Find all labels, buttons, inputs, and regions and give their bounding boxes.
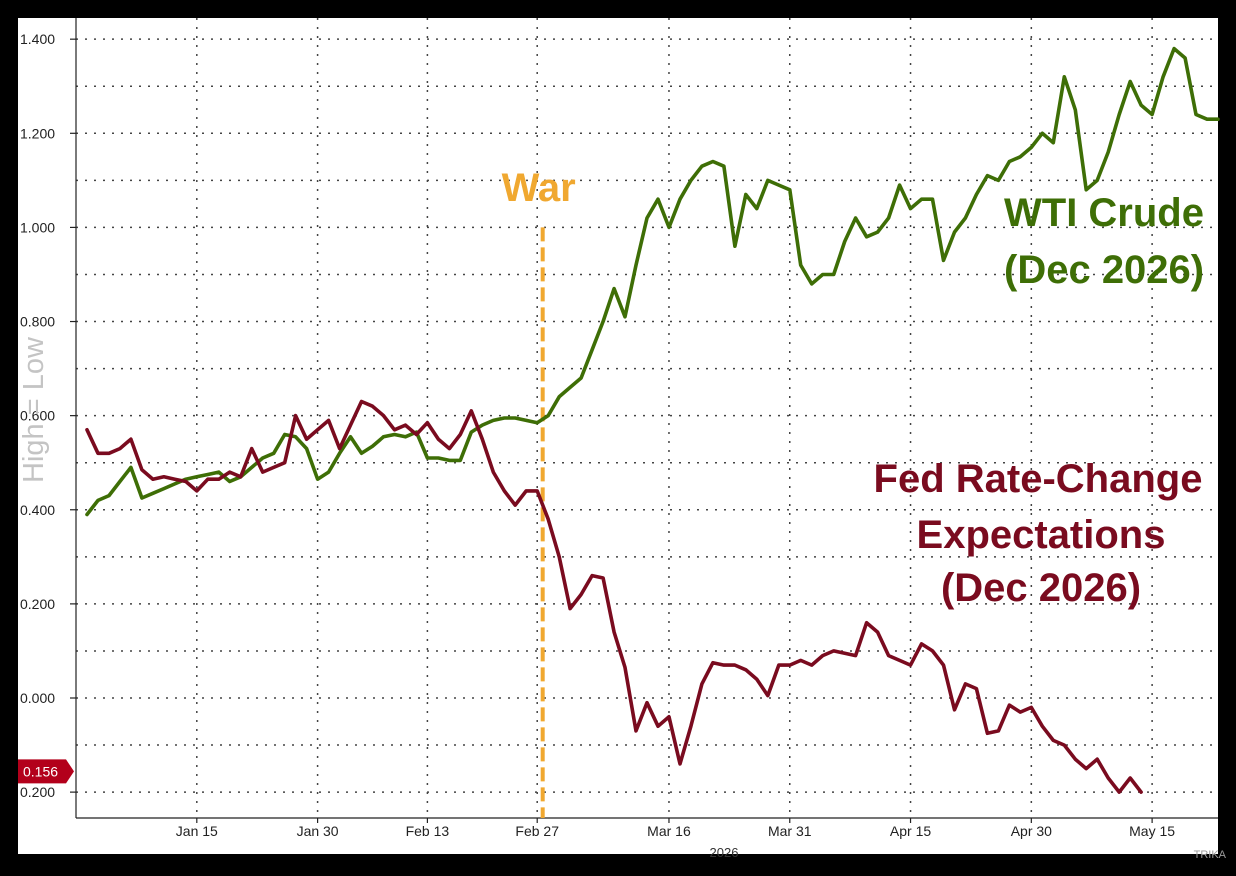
y-tick-label: 0.600 <box>20 408 55 424</box>
y-tick-label: 1.200 <box>20 125 55 141</box>
x-tick-label: Apr 15 <box>890 823 931 839</box>
y-tick-label: 0.000 <box>20 690 55 706</box>
x-tick-label: Mar 16 <box>647 823 691 839</box>
y-tick-label: 0.400 <box>20 502 55 518</box>
x-tick-label: Apr 30 <box>1011 823 1052 839</box>
wti-label-line1: WTI Crude <box>1004 191 1204 235</box>
y-tick-label: 1.000 <box>20 219 55 235</box>
gridlines <box>76 18 1218 818</box>
y-tick-label: 0.200 <box>20 784 55 800</box>
last-value-label: 0.156 <box>23 763 58 779</box>
fed-label-line1: Fed Rate-Change <box>874 457 1203 501</box>
y-tick-label: 0.200 <box>20 596 55 612</box>
x-tick-label: Feb 27 <box>515 823 559 839</box>
x-tick-label: Jan 15 <box>176 823 218 839</box>
x-tick-label: Mar 31 <box>768 823 812 839</box>
event-marker: War <box>502 166 576 818</box>
y-axis-side-label: High = Low <box>18 336 50 483</box>
y-tick-label: 1.400 <box>20 31 55 47</box>
x-tick-label: May 15 <box>1129 823 1175 839</box>
fed-label-line3: (Dec 2026) <box>941 566 1141 610</box>
y-tick-label: 0.800 <box>20 314 55 330</box>
watermark: TRIKA <box>1194 849 1227 861</box>
x-axis: Jan 15 Jan 30 Feb 13 Feb 27 Mar 16 Mar 31 Apr … <box>76 817 1227 861</box>
fed-rate-line <box>85 399 1143 794</box>
series-labels: WTI Crude (Dec 2026) Fed Rate-Change Expect… <box>874 191 1205 610</box>
series-group <box>85 46 1220 794</box>
fed-label-line2: Expectations <box>917 513 1166 557</box>
wti-crude-line <box>85 46 1220 517</box>
x-tick-label: Jan 30 <box>297 823 339 839</box>
y-axis: 1.400 1.200 1.000 0.800 0.600 0.400 0.200 0.000… <box>18 18 77 818</box>
wti-label-line2: (Dec 2026) <box>1004 248 1204 292</box>
last-value-tag <box>18 759 74 784</box>
war-marker-label: War <box>502 166 576 210</box>
x-year-label: 2026 <box>710 845 739 860</box>
x-tick-label: Feb 13 <box>406 823 450 839</box>
